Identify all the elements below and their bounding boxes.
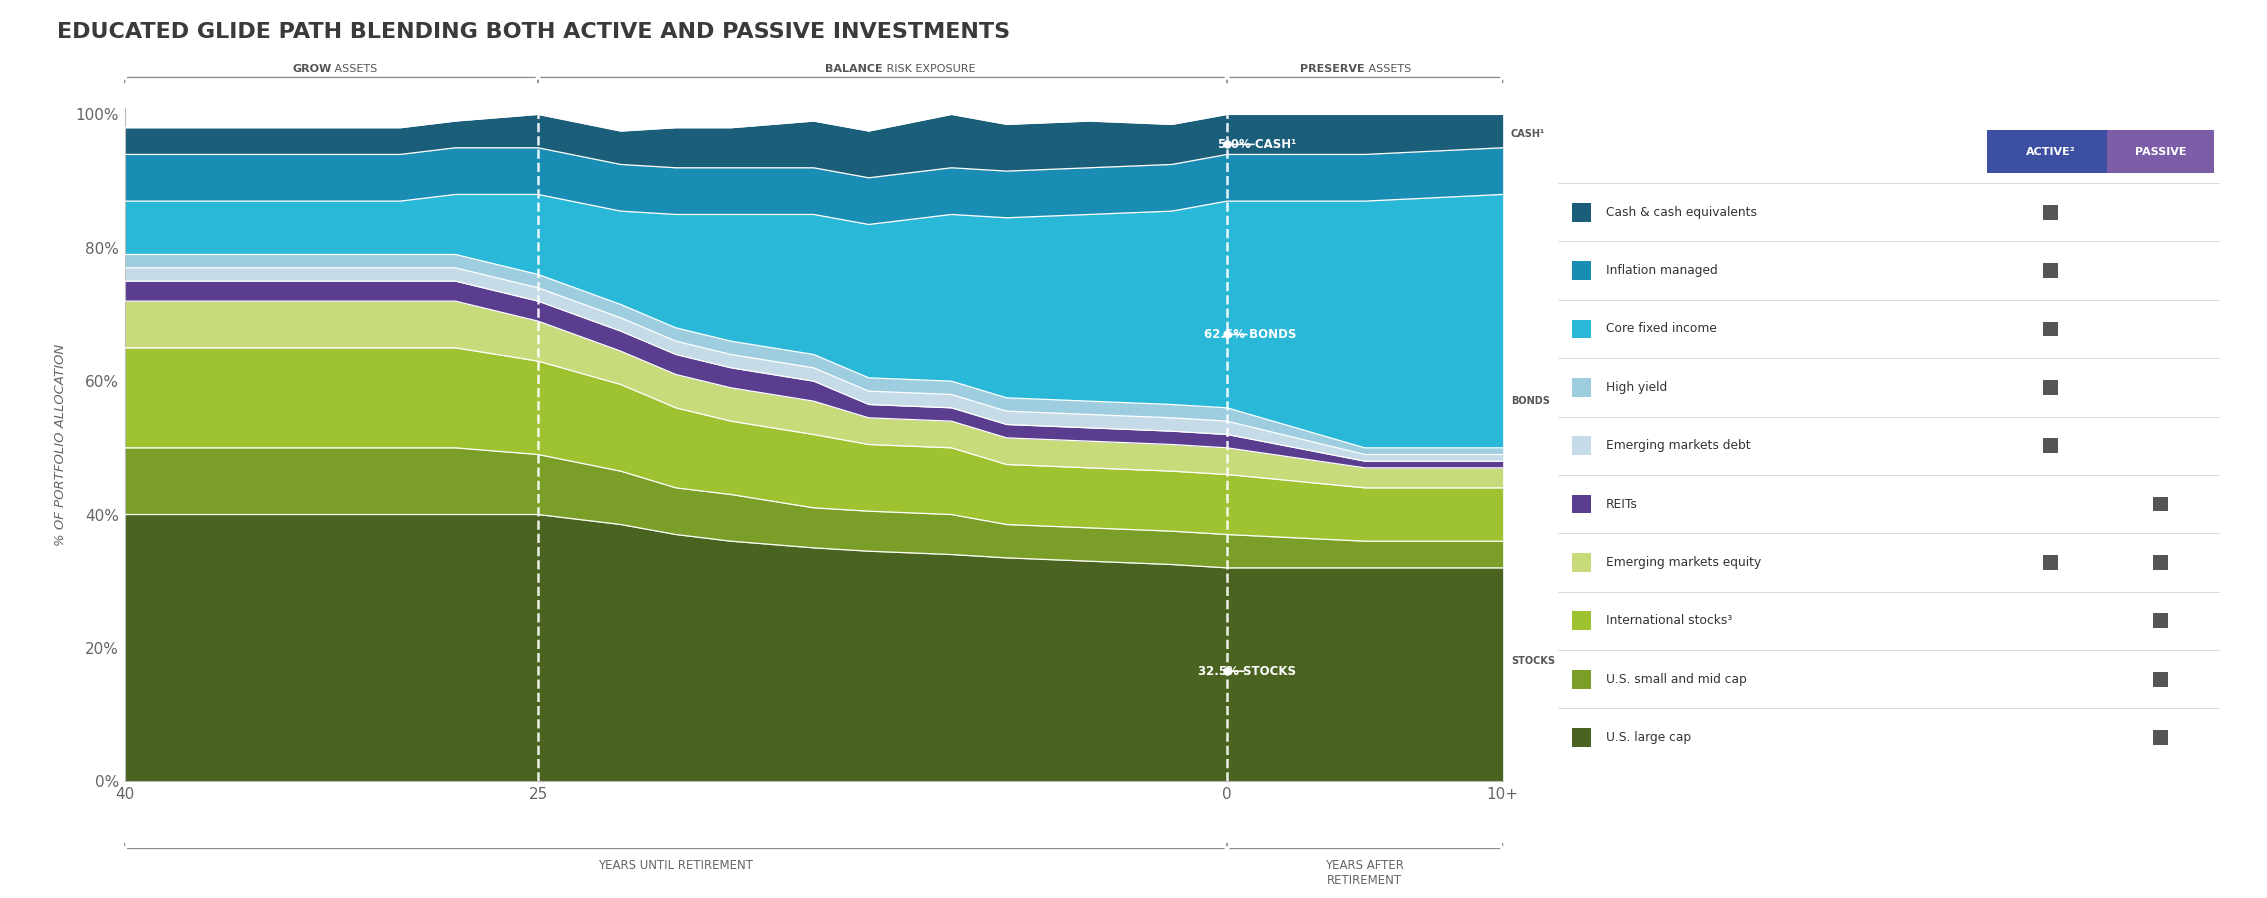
Text: High yield: High yield: [1605, 381, 1666, 394]
Text: Emerging markets equity: Emerging markets equity: [1605, 556, 1761, 569]
Bar: [2043, 555, 2058, 570]
Text: Cash & cash equivalents: Cash & cash equivalents: [1605, 206, 1757, 219]
Bar: [2043, 205, 2058, 220]
Text: BALANCE: BALANCE: [825, 64, 882, 75]
Text: Inflation managed: Inflation managed: [1605, 264, 1718, 277]
Text: CASH¹: CASH¹: [1510, 129, 1546, 139]
Y-axis label: % OF PORTFOLIO ALLOCATION: % OF PORTFOLIO ALLOCATION: [54, 343, 68, 546]
Bar: [2154, 672, 2167, 687]
Text: YEARS AFTER
RETIREMENT: YEARS AFTER RETIREMENT: [1326, 858, 1403, 886]
Text: 32.5% STOCKS: 32.5% STOCKS: [1197, 665, 1297, 678]
Text: RISK EXPOSURE: RISK EXPOSURE: [882, 64, 975, 75]
Text: ASSETS: ASSETS: [331, 64, 379, 75]
Bar: [2154, 730, 2167, 745]
Bar: [1571, 553, 1591, 572]
Bar: [1571, 670, 1591, 689]
Bar: [1571, 436, 1591, 455]
Bar: [1986, 129, 2115, 173]
Text: ASSETS: ASSETS: [1365, 64, 1410, 75]
Bar: [2108, 129, 2215, 173]
Text: STOCKS: STOCKS: [1510, 656, 1555, 666]
Bar: [1571, 495, 1591, 514]
Text: Core fixed income: Core fixed income: [1605, 322, 1716, 336]
Text: REITs: REITs: [1605, 497, 1637, 511]
Bar: [2154, 497, 2167, 512]
Text: U.S. small and mid cap: U.S. small and mid cap: [1605, 673, 1748, 686]
Text: ACTIVE²: ACTIVE²: [2027, 146, 2074, 156]
Text: YEARS UNTIL RETIREMENT: YEARS UNTIL RETIREMENT: [598, 858, 753, 872]
Bar: [1571, 728, 1591, 747]
Bar: [2043, 438, 2058, 453]
Bar: [2154, 613, 2167, 629]
Bar: [1571, 261, 1591, 280]
Text: U.S. large cap: U.S. large cap: [1605, 731, 1691, 744]
Text: 62.5% BONDS: 62.5% BONDS: [1204, 328, 1297, 341]
Text: BONDS: BONDS: [1510, 396, 1551, 406]
Bar: [1571, 203, 1591, 222]
Bar: [1571, 612, 1591, 630]
Text: EDUCATED GLIDE PATH BLENDING BOTH ACTIVE AND PASSIVE INVESTMENTS: EDUCATED GLIDE PATH BLENDING BOTH ACTIVE…: [57, 22, 1009, 42]
Bar: [2043, 321, 2058, 337]
Text: PRESERVE: PRESERVE: [1301, 64, 1365, 75]
Bar: [1571, 378, 1591, 397]
Text: PASSIVE: PASSIVE: [2136, 146, 2185, 156]
Bar: [2043, 263, 2058, 278]
Bar: [1571, 320, 1591, 339]
Text: International stocks³: International stocks³: [1605, 614, 1732, 628]
Text: Emerging markets debt: Emerging markets debt: [1605, 439, 1750, 453]
Bar: [2154, 555, 2167, 570]
Bar: [2043, 380, 2058, 395]
Text: GROW: GROW: [292, 64, 331, 75]
Text: 5.0% CASH¹: 5.0% CASH¹: [1217, 138, 1297, 151]
